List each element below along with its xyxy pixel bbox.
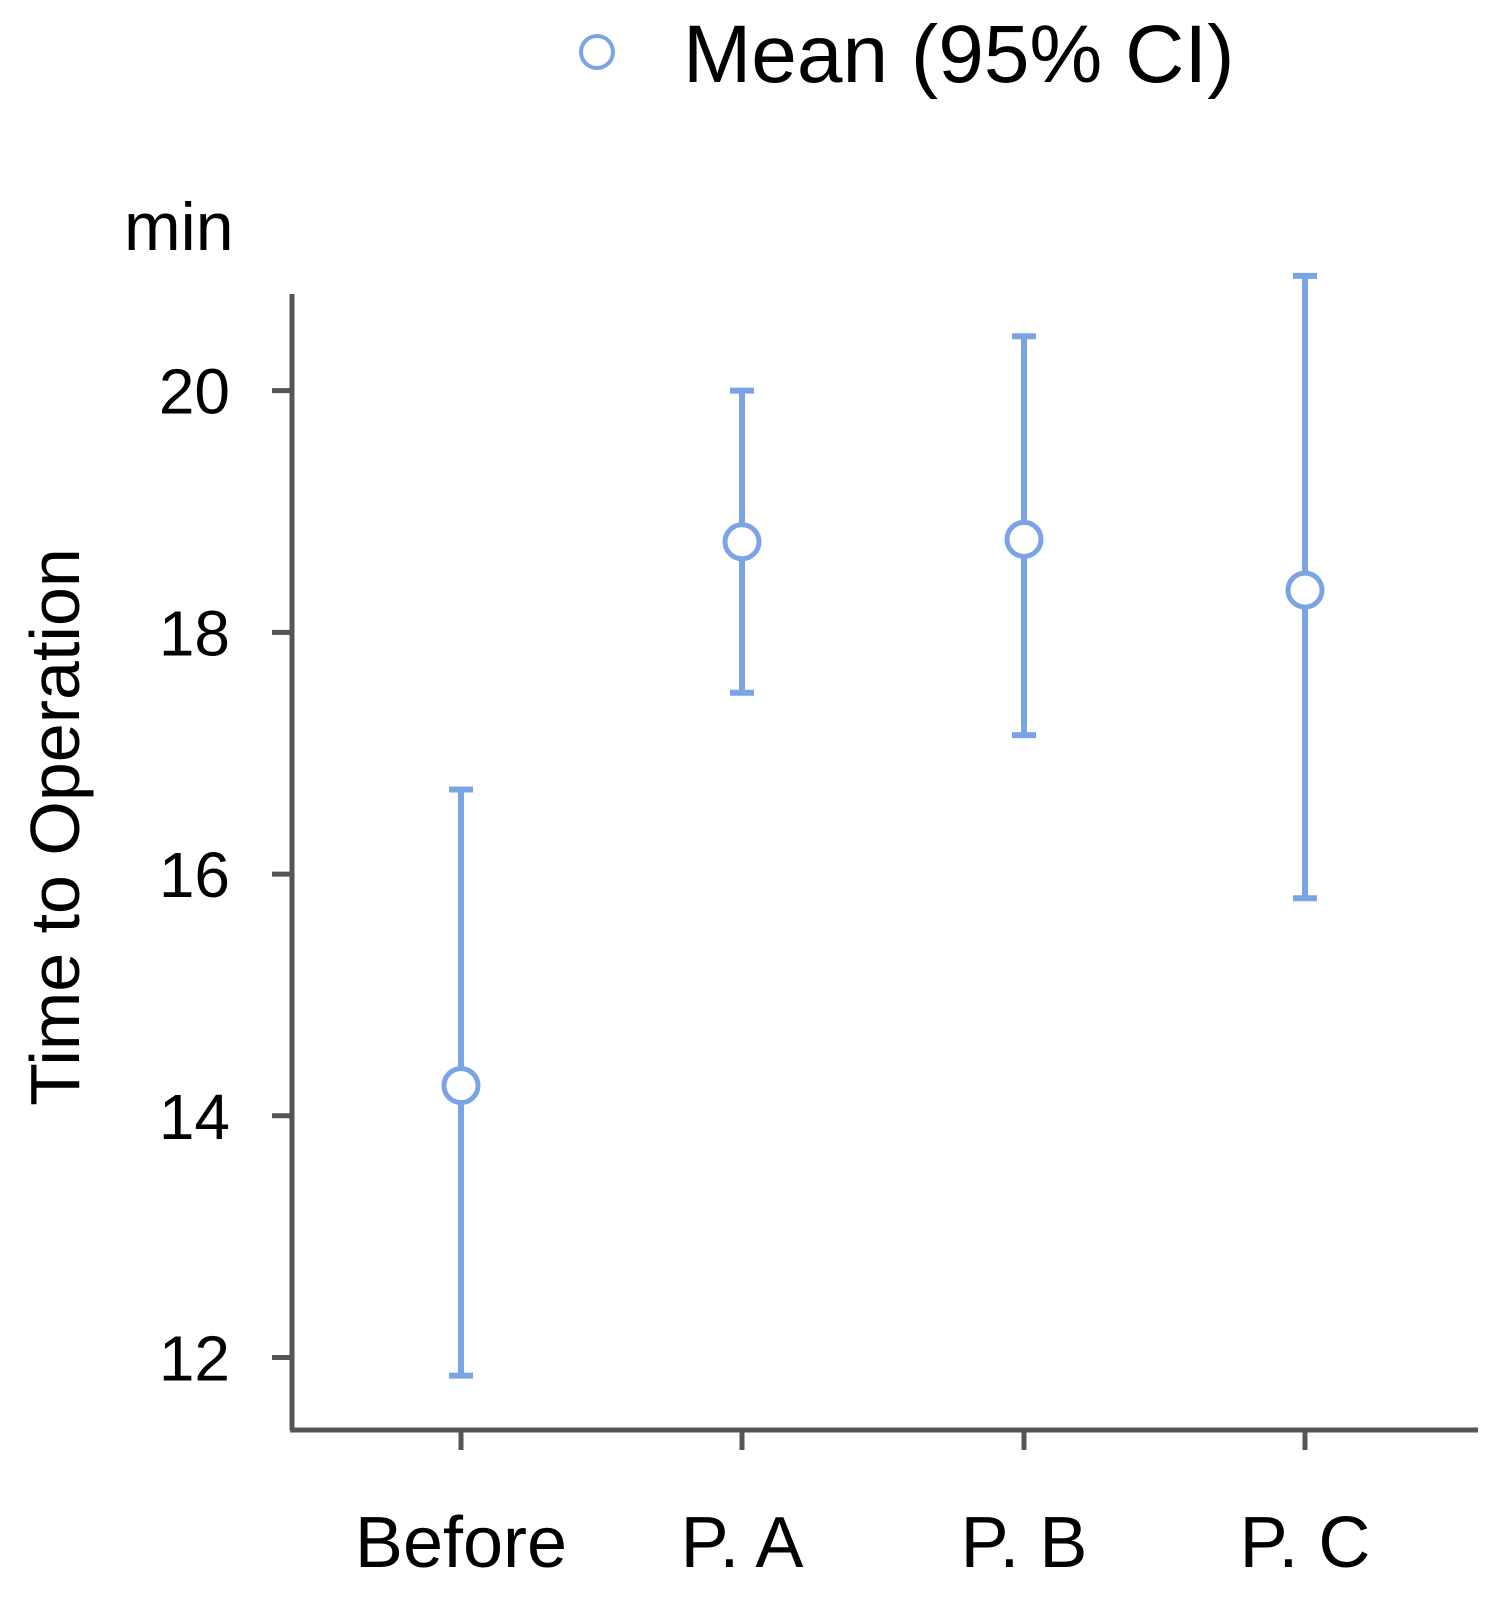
x-tick-label: Before [355, 1503, 567, 1583]
y-tick-label: 14 [159, 1081, 230, 1153]
x-tick-label: P. B [961, 1503, 1088, 1583]
y-tick-label: 20 [159, 356, 230, 428]
y-axis-title: Time to Operation [16, 548, 94, 1106]
x-ticks: Before P. A P. B P. C [355, 1430, 1370, 1583]
x-tick-label: P. A [681, 1503, 804, 1583]
y-tick-label: 12 [159, 1322, 230, 1394]
legend-label: Mean (95% CI) [683, 9, 1234, 100]
x-tick-label: P. C [1240, 1503, 1371, 1583]
mean-point [722, 522, 762, 562]
legend-marker-icon [579, 34, 615, 70]
plot-marks [441, 272, 1325, 1379]
y-tick-label: 18 [159, 597, 230, 669]
legend: Mean (95% CI) [579, 9, 1234, 100]
mean-point [1004, 519, 1044, 559]
mean-point [1285, 570, 1325, 610]
y-ticks: 12 14 16 18 20 [159, 356, 292, 1394]
y-unit-label: min [124, 189, 234, 265]
y-tick-label: 16 [159, 839, 230, 911]
mean-point [441, 1066, 481, 1106]
